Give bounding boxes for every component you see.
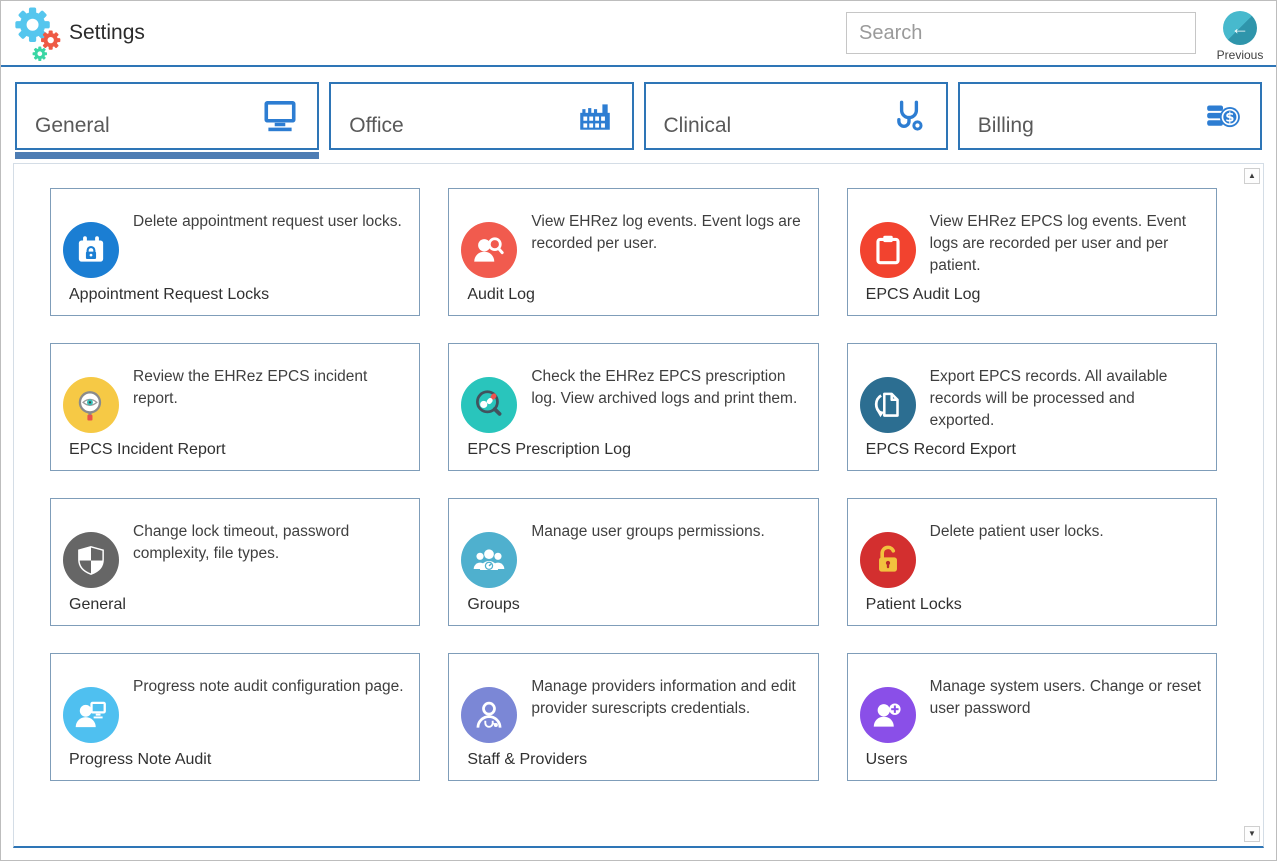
padlock-icon (859, 532, 916, 588)
card-staff-and-providers[interactable]: Manage providers information and edit pr… (448, 653, 819, 781)
calendar-lock-icon (63, 222, 119, 278)
search-input[interactable] (846, 12, 1196, 54)
card-groups[interactable]: Manage user groups permissions. Groups (448, 498, 819, 626)
card-description: Manage providers information and edit pr… (531, 678, 796, 717)
user-add-icon (859, 687, 916, 743)
card-title: Patient Locks (865, 596, 962, 613)
card-epcs-audit-log[interactable]: View EHRez EPCS log events. Event logs a… (846, 188, 1217, 316)
tab-office[interactable]: Office (329, 82, 634, 159)
card-title: Groups (467, 596, 520, 613)
card-title: EPCS Record Export (865, 441, 1016, 458)
previous-label: Previous (1216, 47, 1264, 62)
tabs: General Office Clinical Billing $ (1, 67, 1276, 159)
card-title: EPCS Prescription Log (467, 441, 631, 458)
clipboard-icon (859, 222, 916, 278)
previous-button[interactable]: ← (1223, 10, 1257, 45)
card-title: Users (865, 751, 908, 768)
scroll-up-button[interactable]: ▲ (1244, 168, 1260, 184)
card-description: Delete patient user locks. (929, 523, 1104, 540)
card-epcs-incident-report[interactable]: Review the EHRez EPCS incident report. E… (50, 343, 421, 471)
card-title: EPCS Incident Report (69, 441, 226, 458)
card-progress-note-audit[interactable]: Progress note audit configuration page. … (50, 653, 421, 781)
left-arrow-icon: ← (1231, 17, 1249, 38)
stethoscope-icon (890, 97, 928, 135)
tab-label: Office (349, 114, 404, 137)
card-title: General (69, 596, 126, 613)
card-appointment-request-locks[interactable]: Delete appointment request user locks. A… (50, 188, 421, 316)
card-description: Change lock timeout, password complexity… (133, 523, 350, 562)
svg-text:$: $ (1225, 111, 1234, 126)
tab-label: General (35, 114, 110, 137)
card-audit-log[interactable]: View EHRez log events. Event logs are re… (448, 188, 819, 316)
tab-label: Billing (977, 114, 1034, 137)
card-title: Staff & Providers (467, 751, 588, 768)
page-title: Settings (69, 21, 145, 44)
magnifier-eye-icon (63, 377, 119, 433)
provider-icon (461, 687, 518, 743)
scroll-down-icon: ▼ (1248, 829, 1256, 838)
card-general[interactable]: Change lock timeout, password complexity… (50, 498, 421, 626)
card-description: Progress note audit configuration page. (133, 678, 404, 695)
magnifier-pills-icon (461, 377, 518, 433)
card-description: Check the EHRez EPCS prescription log. V… (531, 368, 798, 407)
monitor-icon (261, 97, 299, 135)
card-description: Manage user groups permissions. (531, 523, 765, 540)
tab-clinical[interactable]: Clinical (643, 82, 948, 159)
tab-billing[interactable]: Billing $ (957, 82, 1262, 159)
settings-gears-icon (9, 3, 67, 63)
card-title: Appointment Request Locks (69, 286, 270, 303)
tab-label: Clinical (663, 114, 732, 137)
header: Settings ← Previous (1, 1, 1276, 65)
tab-selected-underline (15, 152, 320, 159)
user-monitor-icon (63, 687, 119, 743)
card-description: View EHRez log events. Event logs are re… (531, 213, 801, 252)
tab-selected-underline (329, 152, 633, 159)
previous-control: ← Previous (1214, 10, 1266, 62)
card-description: Export EPCS records. All available recor… (929, 368, 1168, 429)
factory-icon (576, 97, 614, 135)
tab-general[interactable]: General (15, 82, 320, 159)
header-divider (1, 65, 1276, 67)
card-patient-locks[interactable]: Delete patient user locks. Patient Locks (846, 498, 1217, 626)
scrollbar[interactable]: ▲ ▼ (1243, 166, 1261, 844)
user-group-icon (461, 532, 518, 588)
card-title: EPCS Audit Log (865, 286, 981, 303)
card-epcs-record-export[interactable]: Export EPCS records. All available recor… (846, 343, 1217, 471)
user-magnifier-icon (461, 222, 518, 278)
card-title: Progress Note Audit (69, 751, 212, 768)
billing-coins-icon: $ (1204, 97, 1242, 135)
card-description: Manage system users. Change or reset use… (929, 678, 1202, 717)
shield-icon (63, 532, 119, 588)
card-description: Review the EHRez EPCS incident report. (133, 368, 368, 407)
card-description: View EHRez EPCS log events. Event logs a… (929, 213, 1187, 274)
card-users[interactable]: Manage system users. Change or reset use… (846, 653, 1217, 781)
scroll-down-button[interactable]: ▼ (1244, 826, 1260, 842)
card-description: Delete appointment request user locks. (133, 213, 402, 230)
tab-selected-underline (958, 152, 1262, 159)
content-panel: Delete appointment request user locks. A… (13, 163, 1264, 848)
card-epcs-prescription-log[interactable]: Check the EHRez EPCS prescription log. V… (448, 343, 819, 471)
card-title: Audit Log (467, 286, 535, 303)
scroll-up-icon: ▲ (1248, 171, 1256, 180)
document-export-icon (859, 377, 916, 433)
settings-card-grid: Delete appointment request user locks. A… (14, 164, 1263, 805)
tab-selected-underline (644, 152, 948, 159)
